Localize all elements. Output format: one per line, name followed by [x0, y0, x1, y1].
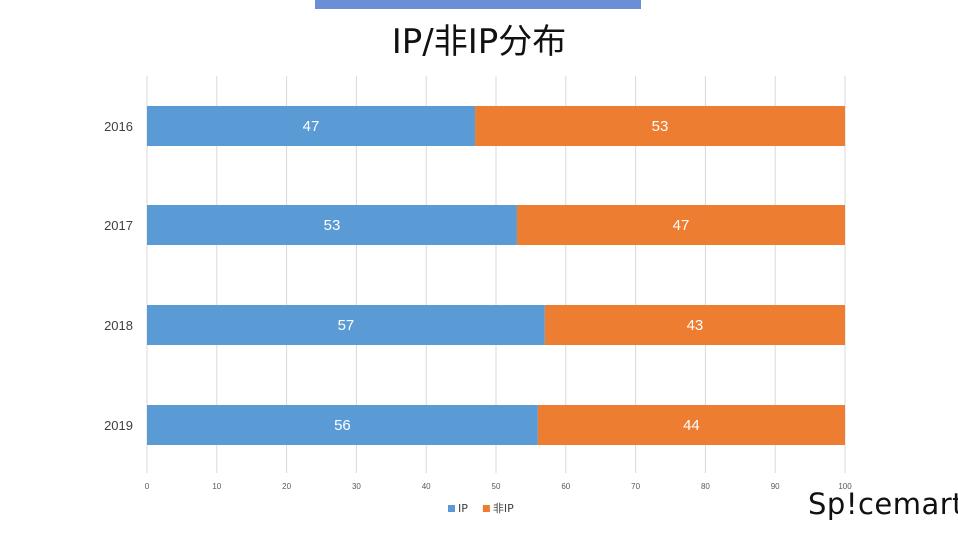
bar-segment	[147, 405, 538, 445]
title-accent-band	[315, 0, 641, 9]
x-tick-label: 10	[212, 482, 221, 491]
data-label: 43	[687, 317, 704, 334]
category-label: 2016	[104, 119, 133, 134]
data-label: 47	[303, 118, 320, 135]
legend-swatch	[448, 505, 455, 512]
legend-label: IP	[458, 502, 468, 515]
data-label: 56	[334, 417, 351, 434]
x-tick-label: 20	[282, 482, 291, 491]
bar-segment	[147, 106, 476, 146]
x-tick-label: 40	[422, 482, 431, 491]
bar-segment	[147, 305, 545, 345]
legend-swatch	[482, 505, 490, 512]
category-label: 2018	[104, 318, 133, 333]
x-tick-label: 50	[492, 482, 501, 491]
bar-segment	[475, 106, 845, 146]
data-label: 57	[338, 317, 355, 334]
data-label: 53	[324, 217, 341, 234]
spicemart-logo: Sp!cemart	[808, 487, 958, 521]
category-label: 2017	[104, 218, 133, 233]
bar-segment	[147, 205, 517, 245]
legend-label: 非IP	[493, 502, 514, 515]
bar-segment	[516, 205, 845, 245]
x-tick-label: 70	[631, 482, 640, 491]
page-title: IP/非IP分布	[391, 22, 567, 62]
x-tick-label: 60	[561, 482, 570, 491]
bar-segment	[537, 405, 845, 445]
data-label: 44	[683, 417, 700, 434]
bar-segment	[544, 305, 845, 345]
data-label: 47	[673, 217, 690, 234]
data-label: 53	[652, 118, 669, 135]
x-tick-label: 0	[145, 482, 150, 491]
x-tick-label: 30	[352, 482, 361, 491]
x-tick-label: 100	[838, 482, 852, 491]
x-tick-label: 80	[701, 482, 710, 491]
x-tick-label: 90	[771, 482, 780, 491]
category-label: 2019	[104, 418, 133, 433]
